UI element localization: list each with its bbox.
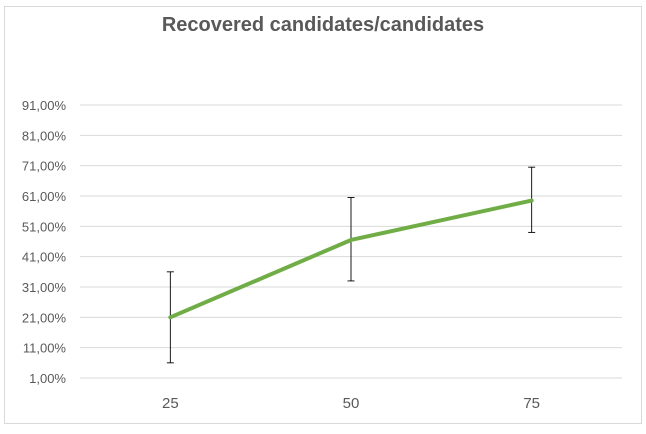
y-tick-label: 21,00%: [22, 310, 67, 325]
x-tick-label: 75: [523, 395, 540, 412]
data-point: [168, 315, 172, 319]
y-tick-label: 41,00%: [22, 250, 67, 265]
x-axis-tick-labels: 25 50 75: [162, 395, 540, 412]
x-tick-label: 25: [162, 395, 179, 412]
chart-title: Recovered candidates/candidates: [161, 14, 485, 36]
error-bars: [166, 166, 536, 364]
chart-frame: [4, 6, 642, 424]
series-lines: [168, 198, 534, 320]
x-tick-label: 50: [343, 395, 360, 412]
data-point: [349, 238, 353, 242]
y-tick-label: 71,00%: [22, 159, 67, 174]
y-tick-label: 81,00%: [22, 128, 67, 143]
y-tick-label: 31,00%: [22, 280, 67, 295]
y-axis-tick-labels: 1,00% 11,00% 21,00% 31,00% 41,00% 51,00% 61,00…: [22, 98, 67, 386]
y-tick-label: 61,00%: [22, 189, 67, 204]
y-tick-label: 91,00%: [22, 98, 67, 113]
y-tick-label: 11,00%: [23, 341, 67, 356]
y-tick-label: 51,00%: [22, 219, 67, 234]
data-point: [530, 199, 534, 203]
y-tick-label: 1,00%: [29, 371, 66, 386]
